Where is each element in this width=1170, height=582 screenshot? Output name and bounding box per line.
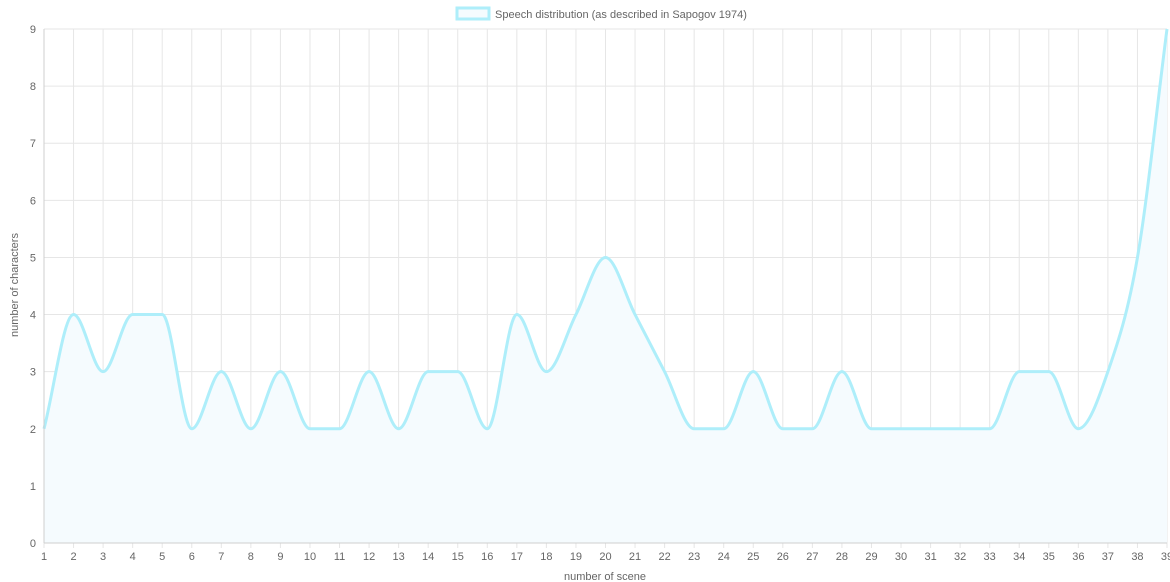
x-tick-label: 29 (865, 551, 877, 563)
legend[interactable]: Speech distribution (as described in Sap… (455, 6, 747, 21)
x-tick-label: 23 (688, 551, 700, 563)
x-tick-label: 18 (540, 551, 552, 563)
x-tick-label: 34 (1013, 551, 1025, 563)
y-tick-labels: 0 1 2 3 4 5 6 7 8 9 (30, 24, 36, 550)
legend-swatch (455, 6, 491, 21)
x-tick-label: 13 (393, 551, 405, 563)
x-tick-label: 6 (189, 551, 195, 563)
x-tick-label: 7 (218, 551, 224, 563)
x-tick-label: 14 (422, 551, 434, 563)
x-tick-label: 3 (100, 551, 106, 563)
x-tick-label: 12 (363, 551, 375, 563)
x-tick-label: 28 (836, 551, 848, 563)
x-tick-label: 17 (511, 551, 523, 563)
y-tick-label: 1 (30, 481, 36, 493)
x-tick-label: 36 (1072, 551, 1084, 563)
x-tick-label: 21 (629, 551, 641, 563)
x-tick-label: 27 (806, 551, 818, 563)
x-tick-label: 26 (777, 551, 789, 563)
x-tick-label: 5 (159, 551, 165, 563)
x-axis-title: number of scene (564, 571, 646, 582)
x-tick-label: 4 (130, 551, 136, 563)
x-tick-label: 38 (1131, 551, 1143, 563)
y-tick-label: 0 (30, 538, 36, 550)
x-tick-label: 8 (248, 551, 254, 563)
x-tick-label: 31 (924, 551, 936, 563)
y-tick-label: 5 (30, 252, 36, 264)
y-tick-label: 7 (30, 138, 36, 150)
legend-label: Speech distribution (as described in Sap… (495, 9, 747, 21)
x-tick-label: 11 (334, 551, 345, 563)
x-tick-labels: 1 2 3 4 5 6 7 8 9 10 11 12 13 14 15 16 17 18 19 20 21 22 23 24 2… (41, 551, 1170, 563)
x-tick-label: 39 (1161, 551, 1170, 563)
x-tick-label: 35 (1043, 551, 1055, 563)
x-tick-label: 30 (895, 551, 907, 563)
x-tick-label: 16 (481, 551, 493, 563)
x-tick-label: 9 (277, 551, 283, 563)
x-tick-label: 37 (1102, 551, 1114, 563)
x-tick-label: 33 (984, 551, 996, 563)
x-tick-label: 19 (570, 551, 582, 563)
y-tick-label: 8 (30, 81, 36, 93)
x-tick-label: 22 (658, 551, 670, 563)
x-tick-label: 25 (747, 551, 759, 563)
x-tick-label: 24 (718, 551, 730, 563)
series-line (42, 28, 1169, 431)
y-tick-label: 2 (30, 424, 36, 436)
x-tick-label: 15 (452, 551, 464, 563)
y-tick-label: 9 (30, 24, 36, 36)
x-tick-label: 1 (41, 551, 47, 563)
x-tick-label: 32 (954, 551, 966, 563)
x-tick-label: 20 (599, 551, 611, 563)
x-tick-label: 10 (304, 551, 316, 563)
y-tick-label: 4 (30, 310, 36, 322)
area-fill (44, 29, 1167, 543)
y-tick-label: 3 (30, 367, 36, 379)
x-tick-label: 2 (70, 551, 76, 563)
y-axis-title: number of characters (9, 233, 21, 337)
y-tick-label: 6 (30, 195, 36, 207)
